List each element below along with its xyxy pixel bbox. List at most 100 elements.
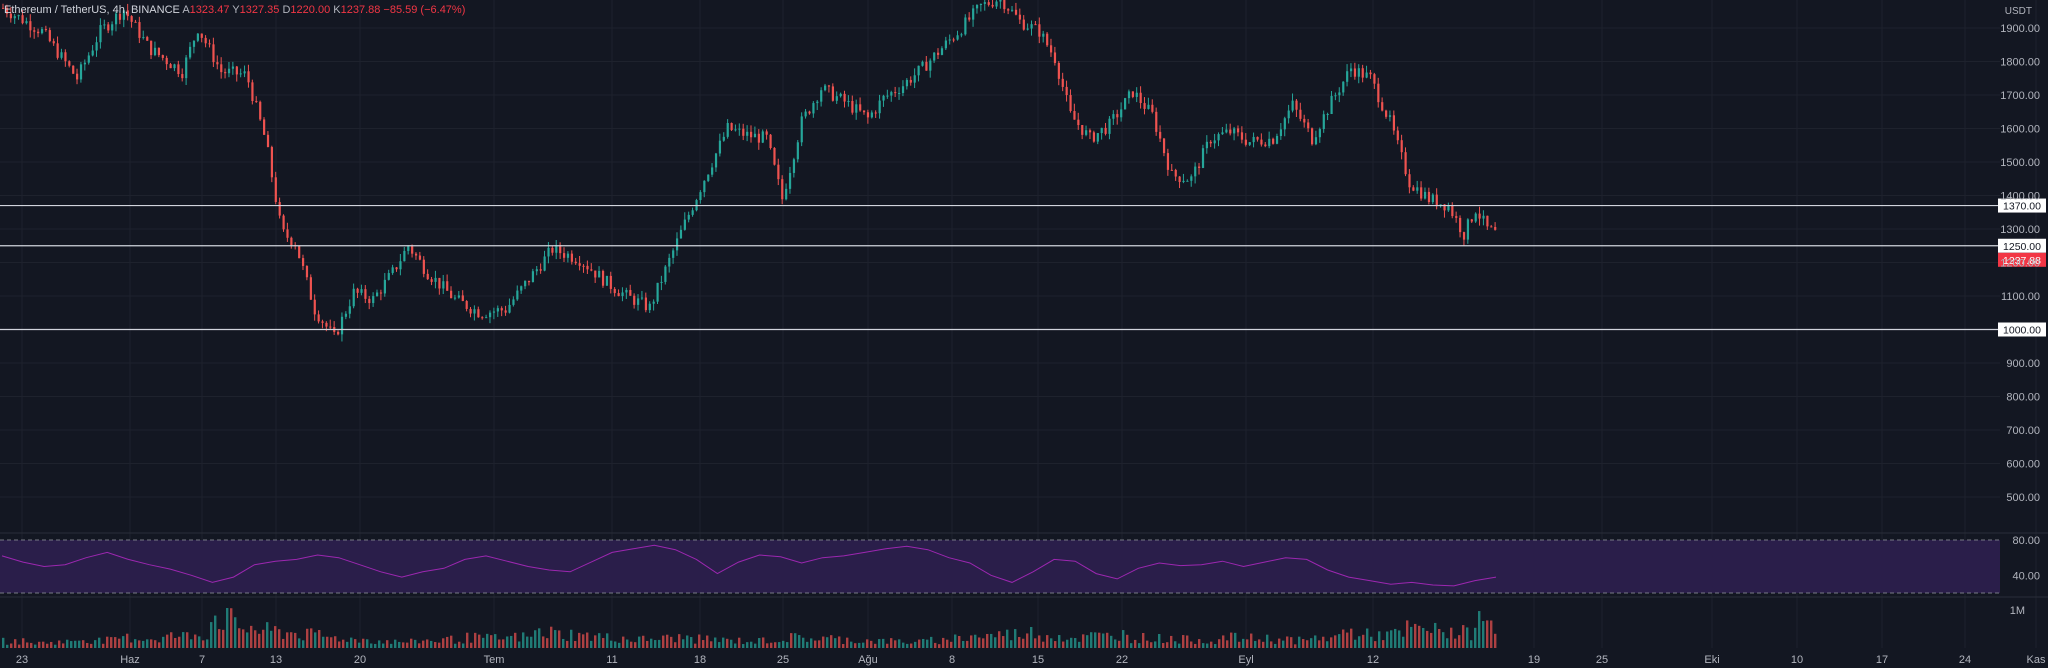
volume-bar	[86, 642, 89, 648]
candle-body	[555, 245, 558, 253]
volume-bar	[842, 643, 845, 648]
candle-body	[929, 60, 932, 71]
candle-body	[376, 292, 379, 297]
volume-bar	[294, 632, 297, 648]
volume-bar	[1134, 639, 1137, 648]
volume-bar	[202, 640, 205, 648]
candle-body	[56, 43, 59, 58]
volume-bar	[722, 637, 725, 648]
price-candles[interactable]	[2, 0, 1497, 342]
volume-bar	[550, 626, 553, 648]
candle-body	[492, 311, 496, 313]
candle-body	[1120, 109, 1123, 118]
candle-body	[843, 93, 846, 102]
candle-body	[146, 37, 149, 41]
candle-body	[395, 267, 398, 270]
candle-body	[282, 215, 285, 230]
volume-bar	[838, 636, 841, 648]
candle-body	[983, 2, 986, 4]
candle-body	[25, 21, 28, 24]
candle-body	[566, 253, 570, 258]
candle-body	[1190, 176, 1193, 181]
volume-bar	[302, 640, 305, 648]
symbol-name[interactable]: Ethereum / TetherUS, 4h, BINANCE	[4, 4, 180, 16]
candle-body	[726, 123, 729, 137]
candle-body	[1049, 45, 1053, 53]
volume-pane[interactable]: 1M	[0, 596, 2048, 648]
candle-body	[379, 292, 383, 294]
volume-bar	[1366, 628, 1369, 648]
volume-bar	[1094, 632, 1097, 648]
candle-body	[1451, 205, 1454, 217]
candle-body	[1291, 100, 1294, 111]
candle-body	[37, 31, 40, 34]
candle-body	[442, 281, 445, 289]
candle-body	[150, 40, 153, 56]
candle-body	[512, 299, 515, 305]
high-value: 1327.35	[239, 4, 280, 16]
candle-body	[714, 153, 718, 168]
candle-body	[1431, 194, 1434, 203]
candle-body	[621, 292, 624, 297]
candle-body	[687, 214, 690, 220]
volume-bar	[818, 640, 821, 648]
volume-bar	[366, 639, 369, 648]
volume-bar	[1466, 627, 1469, 648]
candle-body	[1408, 174, 1411, 188]
candle-body	[126, 10, 129, 17]
candle-body	[95, 42, 98, 51]
candle-body	[637, 298, 640, 305]
time-axis[interactable]: 23 Haz 7 13 20 Tem 11 18 25 Ağu 8 15 22 Eyl 12 19 25 Eki 1…	[16, 654, 2046, 666]
candle-body	[360, 289, 363, 293]
candle-body	[894, 92, 897, 94]
volume-bar	[182, 632, 185, 648]
candle-body	[1244, 139, 1247, 145]
candle-body	[734, 129, 737, 131]
volume-bar	[1058, 635, 1061, 648]
volume-bar	[434, 642, 437, 648]
candle-body	[937, 52, 940, 55]
volume-bar	[1434, 622, 1437, 648]
candle-body	[356, 288, 359, 293]
volume-bar	[482, 637, 485, 648]
volume-bar	[258, 633, 261, 648]
volume-bar	[254, 630, 257, 648]
price-tick-label: 1200.00	[2000, 258, 2040, 270]
candle-body	[940, 48, 944, 55]
candle-body	[559, 245, 562, 254]
candle-body	[208, 43, 211, 45]
candle-body	[1159, 131, 1162, 139]
last-price-tag	[1998, 252, 2046, 267]
rsi-pane[interactable]: 80.00 40.00	[0, 532, 2048, 594]
volume-bar	[1062, 641, 1065, 648]
candle-body	[1104, 127, 1107, 134]
volume-bar	[962, 640, 965, 648]
volume-bar	[1478, 611, 1481, 648]
candle-body	[1092, 132, 1096, 142]
horizontal-levels[interactable]: 1370.00 1250.00 1000.00 1237.88	[0, 198, 2046, 337]
candle-body	[1377, 83, 1380, 103]
candle-body	[1233, 128, 1236, 134]
volume-bar	[1350, 628, 1353, 648]
volume-bar	[758, 638, 761, 648]
candle-body	[835, 96, 838, 101]
volume-bar	[190, 639, 193, 648]
volume-bar	[746, 642, 749, 648]
volume-bar	[194, 634, 197, 648]
time-tick-label: 17	[1876, 654, 1888, 666]
volume-bar	[1170, 635, 1173, 648]
time-tick-label: 24	[1959, 654, 1971, 666]
volume-bar	[94, 640, 97, 648]
candle-body	[839, 93, 842, 97]
volume-bar	[1030, 626, 1033, 648]
price-tick-label: 1500.00	[2000, 157, 2040, 169]
price-axis[interactable]: 1900.00 1800.00 1700.00 1600.00 1500.00 1400.…	[2000, 23, 2040, 504]
candle-body	[469, 308, 472, 314]
volume-bar	[1310, 638, 1313, 648]
candle-body	[1155, 111, 1158, 132]
volume-bar	[1022, 638, 1025, 648]
candle-body	[411, 246, 414, 254]
candle-body	[1081, 125, 1084, 135]
level-tag-label: 1370.00	[2003, 201, 2041, 213]
